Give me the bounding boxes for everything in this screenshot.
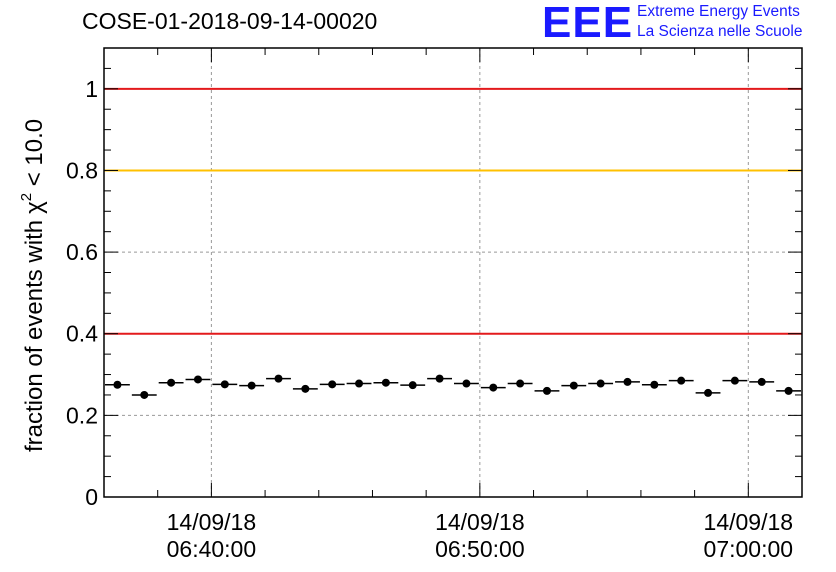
data-point-marker	[167, 378, 176, 387]
data-point-marker	[462, 379, 471, 388]
data-point-marker	[408, 381, 417, 390]
y-tick-label: 0	[85, 484, 98, 510]
data-point	[695, 388, 721, 397]
x-tick-label-time: 07:00:00	[704, 536, 794, 562]
y-tick-label: 0.4	[66, 321, 98, 347]
data-point-marker	[274, 374, 283, 383]
data-point	[105, 380, 130, 389]
data-point	[722, 376, 748, 385]
data-point-marker	[730, 376, 739, 385]
data-point-marker	[516, 379, 525, 388]
data-point-marker	[677, 376, 686, 385]
data-point	[534, 386, 560, 395]
data-point-marker	[381, 378, 390, 387]
data-layer	[105, 374, 801, 399]
x-tick-label-date: 14/09/18	[167, 509, 257, 535]
frame-layer	[103, 47, 803, 498]
data-point-marker	[784, 386, 793, 395]
grid-layer	[104, 48, 802, 497]
data-point-marker	[489, 383, 498, 392]
data-point	[454, 379, 479, 388]
data-point-marker	[113, 380, 122, 389]
y-axis-label: fraction of events with χ2 < 10.0	[18, 119, 48, 452]
y-tick-label: 1	[85, 76, 98, 102]
data-point-marker	[623, 377, 632, 386]
data-point-marker	[650, 380, 659, 389]
data-point	[212, 380, 238, 389]
data-point	[266, 374, 291, 383]
data-point	[131, 390, 157, 399]
data-point	[668, 376, 694, 385]
data-point	[588, 379, 614, 388]
data-point	[427, 374, 452, 383]
data-point	[292, 384, 318, 393]
x-tick-label-date: 14/09/18	[435, 509, 525, 535]
logo-mark: EEE	[542, 0, 634, 47]
data-point-marker	[328, 380, 337, 389]
data-point	[615, 377, 640, 386]
y-tick-label: 0.2	[66, 402, 98, 428]
data-point	[507, 379, 533, 388]
data-point	[480, 383, 506, 392]
logo-line-1: Extreme Energy Events	[637, 3, 800, 20]
data-point	[158, 378, 184, 387]
data-point-marker	[247, 381, 256, 390]
data-point-marker	[301, 384, 310, 393]
y-axis-label-symbol: χ	[21, 201, 48, 214]
data-point	[319, 380, 345, 389]
data-point-marker	[569, 381, 578, 390]
data-point-marker	[757, 377, 766, 386]
y-tick-label: 0.8	[66, 157, 98, 183]
data-point-marker	[435, 374, 444, 383]
data-point-marker	[220, 380, 229, 389]
data-point	[373, 378, 399, 387]
logo-line-2: La Scienza nelle Scuole	[637, 23, 803, 40]
y-axis-label-text: fraction of events with	[21, 220, 48, 452]
x-tick-label-time: 06:40:00	[167, 536, 257, 562]
data-point	[749, 377, 775, 386]
data-point-marker	[193, 375, 202, 384]
data-point	[346, 379, 372, 388]
plot-frame	[103, 47, 803, 498]
chart-title: COSE-01-2018-09-14-00020	[82, 8, 378, 34]
data-point-marker	[355, 379, 364, 388]
data-point	[400, 381, 426, 390]
data-point	[641, 380, 667, 389]
data-point-marker	[704, 388, 713, 397]
y-tick-label: 0.6	[66, 239, 98, 265]
y-axis-label-suffix: < 10.0	[21, 119, 48, 193]
data-point	[776, 386, 801, 395]
data-point-marker	[596, 379, 605, 388]
data-point	[185, 375, 211, 384]
x-tick-label-time: 06:50:00	[435, 536, 525, 562]
data-point	[561, 381, 587, 390]
data-point	[239, 381, 265, 390]
y-axis-label-superscript: 2	[18, 193, 35, 201]
tick-label-layer: 00.20.40.60.8114/09/1806:40:0014/09/1806…	[66, 76, 793, 562]
data-point-marker	[140, 390, 149, 399]
threshold-layer	[104, 87, 802, 335]
x-tick-label-date: 14/09/18	[704, 509, 794, 535]
data-point-marker	[542, 386, 551, 395]
